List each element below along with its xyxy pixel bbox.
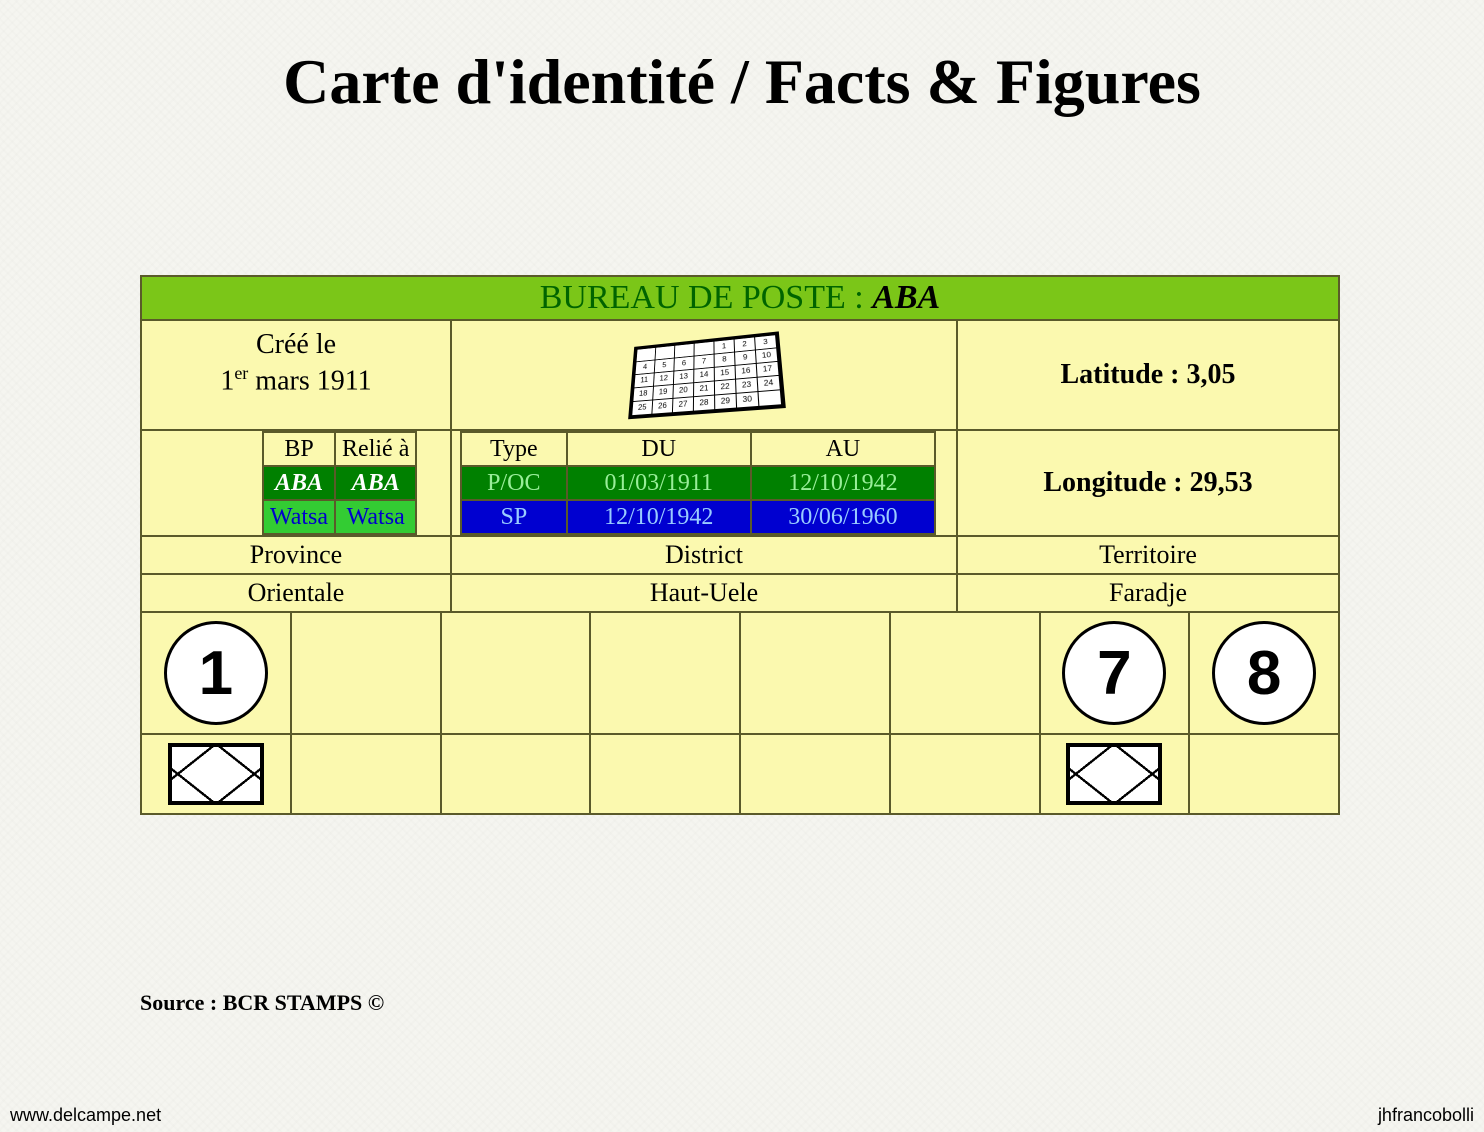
slot-5	[741, 613, 891, 733]
row-geo-values: Orientale Haut-Uele Faradje	[142, 575, 1338, 613]
env-slot-3	[442, 735, 592, 813]
page-title: Carte d'identité / Facts & Figures	[0, 0, 1484, 119]
env-slot-5	[741, 735, 891, 813]
slot-3	[442, 613, 592, 733]
bp-table: BP Relié à ABA ABA Watsa Watsa	[262, 431, 417, 535]
row-envelopes	[142, 735, 1338, 813]
bp-col-relie: Relié à	[335, 432, 416, 466]
row-bp-type-longitude: BP Relié à ABA ABA Watsa Watsa Type DU A…	[142, 431, 1338, 537]
creation-label: Créé le	[142, 329, 450, 361]
calendar-icon: 1234567891011121314151617181920212223242…	[628, 331, 786, 419]
type-row-poc-au: 12/10/1942	[751, 466, 935, 500]
bp-col-bp: BP	[263, 432, 335, 466]
type-col-type: Type	[461, 432, 567, 466]
territoire-label: Territoire	[958, 537, 1338, 573]
row-number-circles: 1 7 8	[142, 613, 1338, 735]
slot-1: 1	[142, 613, 292, 733]
env-slot-6	[891, 735, 1041, 813]
header-prefix: BUREAU DE POSTE :	[540, 279, 872, 316]
slot-2	[292, 613, 442, 733]
card-header: BUREAU DE POSTE : ABA	[142, 277, 1338, 321]
slot-4	[591, 613, 741, 733]
slot-7: 7	[1041, 613, 1191, 733]
envelope-icon	[168, 743, 264, 805]
type-table: Type DU AU P/OC 01/03/1911 12/10/1942 SP…	[460, 431, 936, 535]
creation-value-suffix: mars 1911	[248, 365, 371, 396]
footer-right: jhfrancobolli	[1378, 1105, 1474, 1126]
env-slot-2	[292, 735, 442, 813]
header-office-name: ABA	[872, 279, 940, 316]
env-slot-1	[142, 735, 292, 813]
row-creation-calendar-latitude: Créé le 1er mars 1911 123456789101112131…	[142, 321, 1338, 431]
footer-left: www.delcampe.net	[10, 1105, 161, 1126]
bp-row-watsa-relie: Watsa	[335, 500, 416, 534]
province-value: Orientale	[142, 575, 452, 611]
type-col-du: DU	[567, 432, 751, 466]
creation-value-prefix: 1	[220, 365, 234, 396]
bp-row-watsa-bp: Watsa	[263, 500, 335, 534]
circle-7: 7	[1062, 621, 1166, 725]
type-table-block: Type DU AU P/OC 01/03/1911 12/10/1942 SP…	[452, 431, 958, 535]
env-slot-7	[1041, 735, 1191, 813]
longitude-cell: Longitude : 29,53	[958, 431, 1338, 535]
bp-row-aba-relie: ABA	[335, 466, 416, 500]
row-geo-labels: Province District Territoire	[142, 537, 1338, 575]
bp-table-block: BP Relié à ABA ABA Watsa Watsa	[142, 431, 452, 535]
creation-value: 1er mars 1911	[142, 363, 450, 397]
type-row-sp-du: 12/10/1942	[567, 500, 751, 534]
circle-1: 1	[164, 621, 268, 725]
province-label: Province	[142, 537, 452, 573]
slot-8: 8	[1190, 613, 1338, 733]
circle-8: 8	[1212, 621, 1316, 725]
latitude-cell: Latitude : 3,05	[958, 321, 1338, 429]
type-row-poc-type: P/OC	[461, 466, 567, 500]
type-row-sp-type: SP	[461, 500, 567, 534]
envelope-icon	[1066, 743, 1162, 805]
calendar-cell: 1234567891011121314151617181920212223242…	[452, 321, 958, 429]
env-slot-8	[1190, 735, 1338, 813]
env-slot-4	[591, 735, 741, 813]
identity-card: BUREAU DE POSTE : ABA Créé le 1er mars 1…	[140, 275, 1340, 815]
district-label: District	[452, 537, 958, 573]
creation-date-cell: Créé le 1er mars 1911	[142, 321, 452, 429]
district-value: Haut-Uele	[452, 575, 958, 611]
type-col-au: AU	[751, 432, 935, 466]
type-row-sp-au: 30/06/1960	[751, 500, 935, 534]
creation-value-super: er	[234, 363, 248, 383]
territoire-value: Faradje	[958, 575, 1338, 611]
slot-6	[891, 613, 1041, 733]
source-attribution: Source : BCR STAMPS ©	[140, 990, 384, 1016]
type-row-poc-du: 01/03/1911	[567, 466, 751, 500]
bp-row-aba-bp: ABA	[263, 466, 335, 500]
